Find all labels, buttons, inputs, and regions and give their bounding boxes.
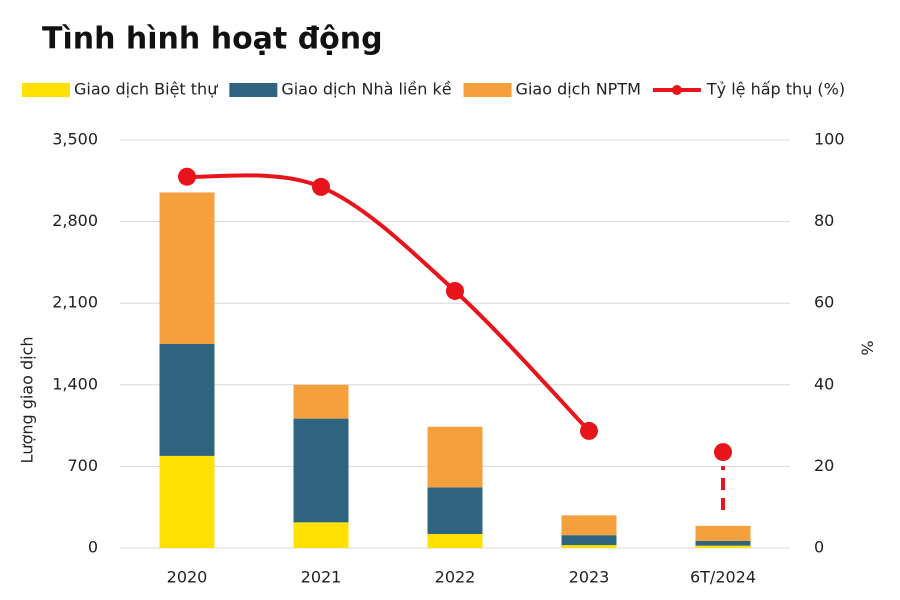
line-marker [446,281,464,300]
bar-segment [695,541,751,546]
bar-segment [561,545,617,548]
legend-label: Tỷ lệ hấp thụ (%) [706,80,845,99]
x-tick-label: 2020 [167,568,208,587]
y2-tick-label: 40 [814,374,834,393]
y-tick-label: 2,800 [52,211,98,230]
bar-segment [159,344,215,456]
line-marker [312,177,330,196]
bar-segment [427,487,483,535]
y2-tick-label: 80 [814,211,834,230]
line-marker [580,421,598,440]
bar-segment [293,384,349,419]
chart-title: Tình hình hoạt động [42,22,383,57]
bar-segment [293,522,349,548]
bar-segment [561,535,617,546]
y2-axis-label: % [858,340,877,355]
legend-swatch [671,85,682,95]
bar-segment [293,418,349,523]
legend-label: Giao dịch NPTM [516,80,641,99]
bar-segment [695,545,751,548]
line-marker [714,443,732,462]
y-tick-label: 700 [67,456,98,475]
bar-segment [561,515,617,536]
legend-swatch [22,83,70,97]
bar-segment [427,534,483,548]
line [186,173,591,433]
x-tick-label: 2023 [569,568,610,587]
y2-tick-label: 20 [814,456,834,475]
bar-segment [695,525,751,542]
y2-tick-label: 0 [814,538,824,557]
y-tick-label: 2,100 [52,293,98,312]
x-tick-label: 6T/2024 [690,568,756,587]
y2-tick-label: 100 [814,130,845,149]
y-axis-label: Lượng giao dịch [18,336,37,463]
bar-segment [159,192,215,344]
legend-swatch [229,83,278,97]
bar-segment [159,455,215,548]
x-tick-label: 2022 [435,568,476,587]
y-tick-label: 1,400 [52,374,98,393]
y-tick-label: 0 [88,538,98,557]
x-tick-label: 2021 [301,568,342,587]
legend-label: Giao dịch Nhà liền kề [281,80,451,99]
legend-label: Giao dịch Biệt thự [74,80,218,99]
bar-segment [427,426,483,488]
y2-tick-label: 60 [814,293,834,312]
legend-swatch [463,83,512,97]
y-tick-label: 3,500 [52,130,98,149]
line-marker [178,167,196,186]
